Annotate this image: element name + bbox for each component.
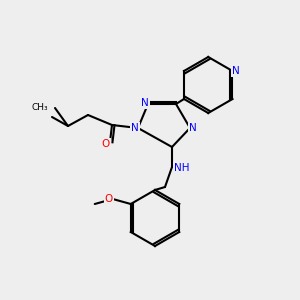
Text: O: O [102, 139, 110, 149]
Text: O: O [105, 194, 113, 204]
Text: NH: NH [174, 163, 190, 173]
Text: N: N [141, 98, 149, 108]
Text: CH₃: CH₃ [32, 103, 48, 112]
Text: N: N [131, 123, 139, 133]
Text: N: N [189, 123, 197, 133]
Text: N: N [232, 66, 239, 76]
